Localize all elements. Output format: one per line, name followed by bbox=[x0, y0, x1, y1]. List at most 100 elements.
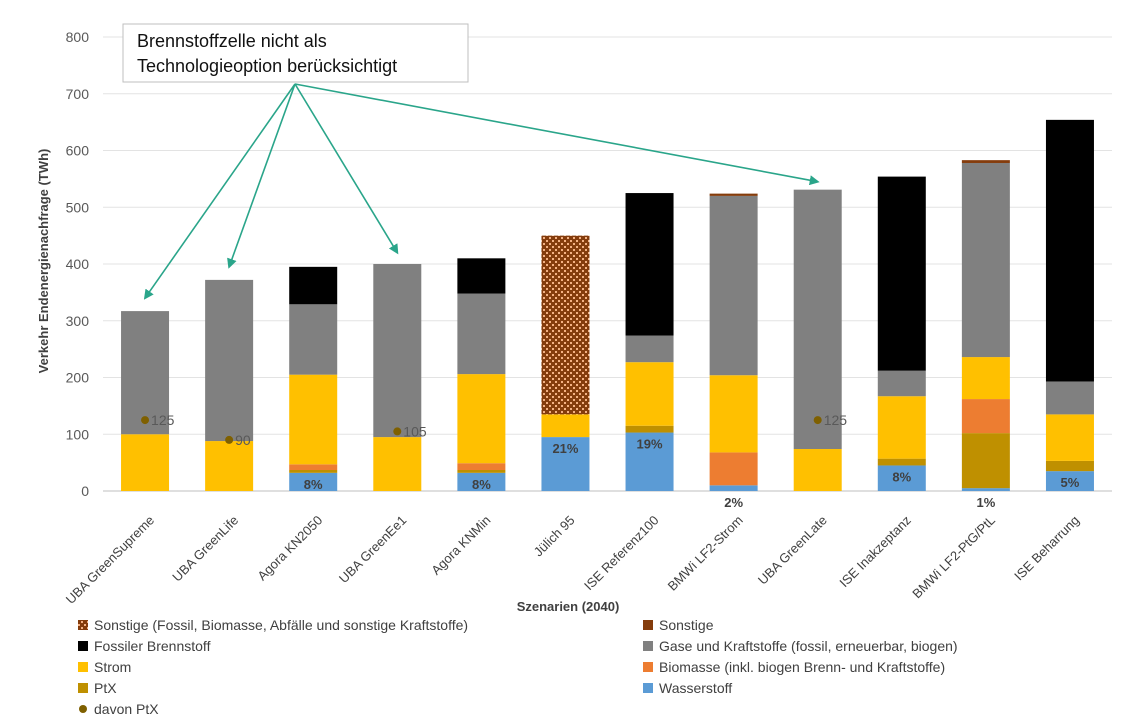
x-tick-label: UBA GreenSupreme bbox=[63, 513, 157, 607]
bar-segment-gase-und-kraftstoffe-fossil-erneuerbar-biogen bbox=[373, 264, 422, 438]
bar-segment-gase-und-kraftstoffe-fossil-erneuerbar-biogen bbox=[961, 162, 1010, 358]
bar-segment-fossiler-brennstoff bbox=[625, 193, 674, 336]
legend-item: Sonstige (Fossil, Biomasse, Abfälle und … bbox=[78, 617, 468, 633]
hydrogen-share-label: 21% bbox=[552, 441, 578, 456]
legend-swatch bbox=[643, 662, 653, 672]
y-tick-label: 500 bbox=[66, 199, 90, 215]
bar-segment-wasserstoff bbox=[625, 432, 674, 491]
y-axis-ticks: 0 100 200 300 400 500 600 700 800 bbox=[66, 29, 90, 499]
bar-segment-wasserstoff bbox=[289, 472, 338, 491]
bar-segment-ptx bbox=[289, 470, 338, 473]
bar-segment-strom bbox=[625, 362, 674, 426]
bar-segment-wasserstoff bbox=[877, 465, 926, 491]
bar-segment-strom bbox=[961, 357, 1010, 400]
bar-segment-strom bbox=[1045, 414, 1094, 461]
bar-segment-gase-und-kraftstoffe-fossil-erneuerbar-biogen bbox=[877, 370, 926, 397]
callout-arrows bbox=[143, 83, 820, 300]
hydrogen-share-label: 8% bbox=[304, 477, 323, 492]
davon-ptx-point bbox=[141, 416, 150, 425]
legend-item: Sonstige bbox=[643, 617, 714, 633]
davon-ptx-point bbox=[813, 416, 822, 425]
bar-segment-fossiler-brennstoff bbox=[457, 258, 506, 294]
bar-segment-ptx bbox=[1045, 460, 1094, 472]
legend-label: Biomasse (inkl. biogen Brenn- und Krafts… bbox=[659, 659, 945, 675]
bar-segment-biomasse-inkl-biogen-brenn-und-kraftstoffe bbox=[457, 463, 506, 471]
x-tick-label: BMWi LF2-PtG/PtL bbox=[909, 513, 998, 602]
bar-segment-ptx bbox=[877, 458, 926, 466]
davon-ptx-point bbox=[393, 427, 402, 436]
davon-ptx-label: 90 bbox=[235, 432, 251, 448]
bar-segment-strom bbox=[289, 374, 338, 465]
callout-box bbox=[122, 23, 469, 83]
bar-segment-sonstige-fossil-biomasse-abf-lle-und-sonstige-kraftstoffe bbox=[541, 235, 590, 415]
bar-segment-gase-und-kraftstoffe-fossil-erneuerbar-biogen bbox=[205, 279, 254, 442]
bar-segment-biomasse-inkl-biogen-brenn-und-kraftstoffe bbox=[961, 399, 1010, 434]
legend-label: davon PtX bbox=[94, 701, 159, 717]
y-tick-label: 600 bbox=[66, 143, 90, 159]
bar-segment-biomasse-inkl-biogen-brenn-und-kraftstoffe bbox=[289, 464, 338, 471]
hydrogen-share-label: 19% bbox=[637, 437, 663, 452]
hydrogen-share-label: 8% bbox=[892, 469, 911, 484]
callout-arrow bbox=[227, 83, 296, 269]
y-tick-label: 400 bbox=[66, 256, 90, 272]
callout-line-2: Technologieoption berücksichtigt bbox=[137, 56, 397, 76]
bar-segment-gase-und-kraftstoffe-fossil-erneuerbar-biogen bbox=[793, 189, 842, 450]
legend-item: PtX bbox=[78, 680, 117, 696]
y-tick-label: 700 bbox=[66, 86, 90, 102]
bar-segment-fossiler-brennstoff bbox=[877, 176, 926, 371]
bar-segment-strom bbox=[373, 437, 422, 491]
y-tick-label: 800 bbox=[66, 29, 90, 45]
bar-segment-fossiler-brennstoff bbox=[1045, 119, 1094, 382]
legend-item: davon PtX bbox=[79, 701, 159, 717]
bar-segment-sonstige bbox=[709, 193, 758, 196]
legend-label: Fossiler Brennstoff bbox=[94, 638, 211, 654]
hydrogen-share-label: 2% bbox=[724, 495, 743, 510]
legend-label: Gase und Kraftstoffe (fossil, erneuerbar… bbox=[659, 638, 958, 654]
bar-segment-sonstige bbox=[961, 160, 1010, 163]
x-tick-label: Agora KNMin bbox=[428, 513, 493, 578]
x-tick-label: UBA GreenLate bbox=[755, 513, 830, 588]
legend-item: Gase und Kraftstoffe (fossil, erneuerbar… bbox=[643, 638, 958, 654]
y-tick-label: 100 bbox=[66, 426, 90, 442]
legend-swatch bbox=[78, 641, 88, 651]
bar-segment-biomasse-inkl-biogen-brenn-und-kraftstoffe bbox=[709, 452, 758, 486]
x-axis-ticks: UBA GreenSupreme UBA GreenLife Agora KN205… bbox=[63, 513, 1082, 607]
legend-swatch bbox=[78, 662, 88, 672]
x-tick-label: BMWi LF2-Strom bbox=[665, 513, 746, 594]
bar-segment-gase-und-kraftstoffe-fossil-erneuerbar-biogen bbox=[1045, 381, 1094, 415]
davon-ptx-label: 125 bbox=[151, 412, 175, 428]
bar-segment-wasserstoff bbox=[709, 485, 758, 491]
bar-segment-strom bbox=[709, 375, 758, 453]
legend-item: Wasserstoff bbox=[643, 680, 732, 696]
x-tick-label: UBA GreenLife bbox=[169, 513, 241, 585]
legend-label: PtX bbox=[94, 680, 117, 696]
hydrogen-share-label: 5% bbox=[1061, 475, 1080, 490]
x-tick-label: ISE Inakzeptanz bbox=[836, 513, 914, 591]
bars bbox=[121, 119, 1094, 491]
davon-ptx-markers: 125 90 105 125 bbox=[141, 412, 847, 448]
legend-swatch bbox=[78, 620, 88, 630]
legend-label: Sonstige (Fossil, Biomasse, Abfälle und … bbox=[94, 617, 468, 633]
bar-labels: 8% 8% 21% 19% 2% 8% 1% 5% bbox=[304, 437, 1080, 510]
x-axis-title: Szenarien (2040) bbox=[517, 599, 620, 614]
x-tick-label: ISE Referenz100 bbox=[581, 513, 662, 594]
hydrogen-share-label: 8% bbox=[472, 477, 491, 492]
bar-segment-ptx bbox=[625, 425, 674, 433]
legend-item: Biomasse (inkl. biogen Brenn- und Krafts… bbox=[643, 659, 945, 675]
callout-arrow bbox=[294, 83, 820, 186]
bar-segment-fossiler-brennstoff bbox=[289, 266, 338, 305]
legend-item: Strom bbox=[78, 659, 131, 675]
legend-swatch bbox=[643, 620, 653, 630]
bar-segment-strom bbox=[121, 434, 170, 491]
legend-swatch bbox=[643, 683, 653, 693]
bar-segment-gase-und-kraftstoffe-fossil-erneuerbar-biogen bbox=[121, 311, 170, 435]
bar-segment-gase-und-kraftstoffe-fossil-erneuerbar-biogen bbox=[289, 304, 338, 375]
davon-ptx-label: 105 bbox=[403, 423, 427, 439]
bar-segment-wasserstoff bbox=[961, 488, 1010, 491]
bar-segment-wasserstoff bbox=[541, 437, 590, 491]
callout-arrow bbox=[143, 83, 296, 300]
bar-segment-ptx bbox=[961, 433, 1010, 489]
bar-segment-strom bbox=[541, 414, 590, 438]
bar-segment-strom bbox=[457, 374, 506, 464]
legend-item: Fossiler Brennstoff bbox=[78, 638, 211, 654]
